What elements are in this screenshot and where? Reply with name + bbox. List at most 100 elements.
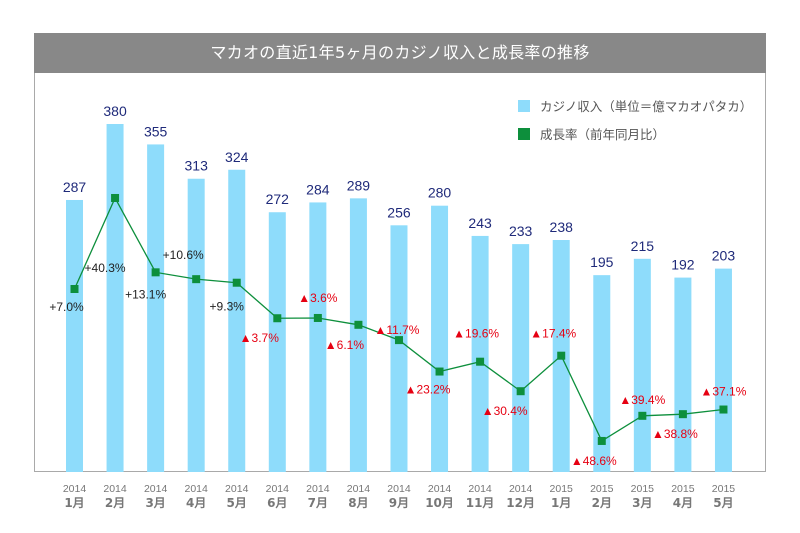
chart-title: マカオの直近1年5ヶ月のカジノ収入と成長率の推移 [34, 33, 766, 73]
x-tick-month: 10月 [425, 496, 454, 510]
bar-value-label: 203 [712, 248, 736, 264]
bar-value-label: 355 [144, 123, 168, 139]
x-tick-month: 1月 [551, 496, 571, 510]
legend-swatch-growth [518, 128, 530, 140]
growth-marker [719, 405, 728, 414]
x-tick-month: 6月 [267, 496, 287, 510]
growth-marker [557, 351, 566, 360]
x-tick-year: 2014 [185, 483, 209, 495]
x-tick-month: 2月 [105, 496, 125, 510]
growth-value-label: ▲39.4% [619, 393, 665, 407]
growth-marker [597, 436, 606, 445]
bar-value-label: 233 [509, 223, 533, 239]
growth-value-label: ▲23.2% [405, 383, 451, 397]
bar-value-label: 324 [225, 149, 249, 165]
bar [349, 198, 367, 473]
x-tick-month: 7月 [308, 496, 328, 510]
x-tick-year: 2014 [347, 483, 371, 495]
growth-value-label: ▲38.8% [652, 427, 698, 441]
bar-value-label: 243 [468, 215, 492, 231]
growth-marker [638, 411, 647, 420]
x-tick-year: 2015 [631, 483, 655, 495]
growth-marker [192, 275, 201, 284]
growth-value-label: ▲37.1% [701, 385, 747, 399]
legend-swatch-revenue [518, 100, 530, 112]
bar-value-label: 192 [671, 257, 695, 273]
bar [187, 178, 205, 472]
growth-marker [476, 357, 485, 366]
legend-item-growth: 成長率（前年同月比） [518, 124, 665, 143]
growth-marker [678, 410, 687, 419]
growth-marker [435, 367, 444, 376]
growth-value-label: ▲17.4% [530, 327, 576, 341]
x-tick-month: 2月 [592, 496, 612, 510]
x-tick-month: 3月 [145, 496, 165, 510]
legend-label-growth: 成長率（前年同月比） [540, 127, 666, 142]
growth-marker [151, 268, 160, 277]
growth-value-label: +9.3% [210, 300, 245, 314]
bar [512, 244, 530, 472]
x-tick-month: 4月 [673, 496, 693, 510]
bar [147, 144, 165, 473]
bar [268, 212, 286, 472]
bar-value-label: 280 [428, 185, 452, 201]
growth-value-label: +40.3% [85, 261, 126, 275]
x-tick-month: 5月 [227, 496, 247, 510]
growth-value-label: ▲48.6% [571, 454, 617, 468]
x-tick-year: 2014 [144, 483, 168, 495]
x-tick-year: 2014 [509, 483, 533, 495]
bar [593, 275, 611, 472]
bar-value-label: 215 [631, 238, 655, 254]
bar [431, 205, 449, 472]
growth-value-label: +10.6% [163, 248, 204, 262]
bar-value-label: 313 [185, 158, 209, 174]
bar-value-label: 195 [590, 254, 614, 270]
growth-marker [394, 336, 403, 345]
growth-value-label: ▲3.6% [298, 291, 338, 305]
bar [228, 169, 246, 472]
x-tick-month: 8月 [348, 496, 368, 510]
bar-value-label: 256 [387, 204, 411, 220]
x-tick-month: 12月 [506, 496, 535, 510]
x-tick-year: 2014 [63, 483, 87, 495]
bar-value-label: 238 [550, 219, 574, 235]
legend-label-revenue: カジノ収入（単位＝億マカオパタカ） [540, 99, 753, 114]
x-tick-year: 2014 [306, 483, 330, 495]
growth-marker [232, 278, 241, 287]
x-tick-year: 2014 [225, 483, 249, 495]
x-tick-month: 11月 [466, 496, 495, 510]
growth-marker [273, 314, 282, 323]
growth-marker [111, 193, 120, 202]
growth-marker [70, 285, 79, 293]
x-tick-month: 9月 [389, 496, 409, 510]
bar [66, 199, 83, 472]
growth-value-label: ▲19.6% [453, 327, 499, 341]
growth-value-label: ▲3.7% [240, 331, 280, 345]
x-tick-year: 2015 [590, 483, 614, 495]
x-tick-year: 2014 [428, 483, 452, 495]
bar-value-label: 284 [306, 181, 330, 197]
x-tick-month: 1月 [64, 496, 84, 510]
growth-value-label: ▲30.4% [482, 404, 528, 418]
x-tick-year: 2015 [550, 483, 574, 495]
bar [471, 235, 489, 472]
growth-value-label: +7.0% [49, 300, 84, 314]
growth-value-label: +13.1% [125, 287, 166, 301]
growth-value-label: ▲11.7% [374, 323, 419, 337]
x-tick-month: 3月 [632, 496, 652, 510]
bar [633, 258, 651, 472]
legend-item-revenue: カジノ収入（単位＝億マカオパタカ） [518, 96, 752, 115]
x-tick-year: 2014 [266, 483, 290, 495]
bar [674, 277, 692, 472]
x-tick-year: 2014 [468, 483, 492, 495]
x-tick-year: 2015 [671, 483, 695, 495]
bar [390, 225, 408, 472]
bar-value-label: 272 [266, 191, 290, 207]
growth-marker [354, 320, 363, 329]
growth-marker [516, 387, 525, 396]
x-tick-month: 5月 [713, 496, 733, 510]
bar-value-label: 380 [103, 103, 127, 119]
x-tick-year: 2014 [103, 483, 127, 495]
x-tick-year: 2014 [387, 483, 411, 495]
